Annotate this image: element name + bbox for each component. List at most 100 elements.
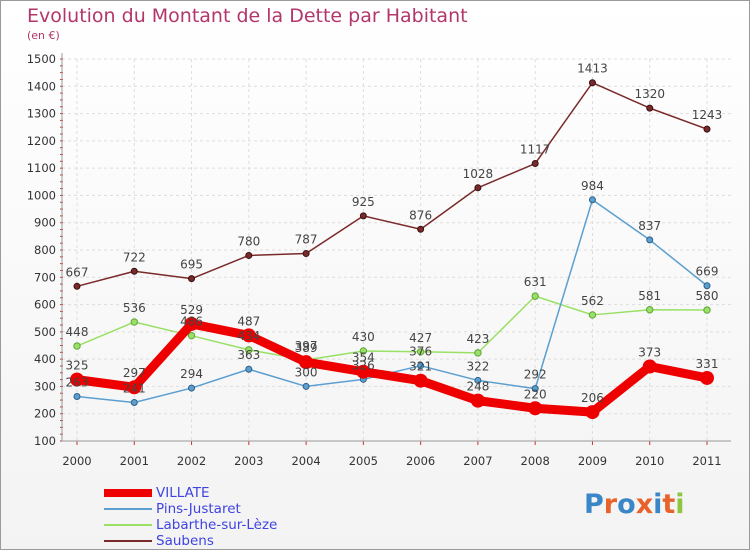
x-tick-label-2006: 2006	[406, 454, 435, 468]
chart-title: Evolution du Montant de la Dette par Hab…	[27, 5, 468, 27]
data-label-pins-justaret-2010: 837	[638, 219, 661, 233]
data-label-saubens-2000: 667	[66, 265, 89, 279]
point-labarthe-sur-l-ze-2011	[703, 306, 711, 314]
point-labarthe-sur-l-ze-2009	[588, 311, 597, 319]
logo-letter: r	[603, 489, 618, 520]
point-labarthe-sur-l-ze-2008	[531, 292, 539, 300]
y-tick-label-1200: 1200	[27, 134, 56, 148]
point-saubens-2004	[302, 250, 310, 258]
point-pins-justaret-2009	[588, 196, 596, 204]
point-villate-2001	[127, 380, 142, 395]
data-label-pins-justaret-2003: 363	[237, 348, 260, 362]
data-label-labarthe-sur-l-ze-2010: 581	[638, 289, 661, 303]
point-labarthe-sur-l-ze-2010	[646, 306, 654, 314]
data-label-pins-justaret-2005: 326	[352, 358, 375, 372]
legend-swatch-pins-justaret	[104, 508, 152, 510]
x-tick-label-2001: 2001	[120, 454, 149, 468]
y-tick-label-700: 700	[34, 270, 56, 284]
point-saubens-2009	[588, 79, 596, 87]
data-label-pins-justaret-2008: 292	[524, 368, 547, 382]
point-saubens-2005	[359, 212, 367, 220]
logo-letter: o	[617, 489, 636, 520]
x-tick-label-2004: 2004	[291, 454, 320, 468]
point-pins-justaret-2006	[417, 362, 425, 370]
point-villate-2004	[299, 355, 314, 370]
y-tick-label-1000: 1000	[27, 188, 56, 202]
point-labarthe-sur-l-ze-2005	[359, 347, 368, 355]
y-tick-label-300: 300	[34, 379, 56, 393]
data-label-villate-2003: 487	[237, 314, 260, 328]
logo-letter: i	[653, 489, 663, 520]
data-label-villate-2008: 220	[524, 387, 547, 401]
data-label-saubens-2009: 1413	[577, 62, 608, 76]
legend-label-pins-justaret: Pins-Justaret	[156, 501, 241, 517]
point-pins-justaret-2000	[73, 393, 81, 401]
x-tick-label-2010: 2010	[635, 454, 664, 468]
data-label-saubens-2003: 780	[237, 234, 260, 248]
y-tick-label-600: 600	[34, 298, 56, 312]
point-labarthe-sur-l-ze-2000	[73, 342, 81, 350]
x-tick-label-2000: 2000	[62, 454, 91, 468]
y-tick-label-400: 400	[34, 352, 56, 366]
x-tick-label-2009: 2009	[578, 454, 607, 468]
data-label-saubens-2002: 695	[180, 258, 203, 272]
y-tick-label-1100: 1100	[27, 161, 56, 175]
data-label-labarthe-sur-l-ze-2000: 448	[66, 325, 89, 339]
point-pins-justaret-2003	[245, 365, 253, 373]
data-label-labarthe-sur-l-ze-2007: 423	[466, 332, 489, 346]
x-tick-label-2008: 2008	[521, 454, 550, 468]
point-saubens-2006	[417, 225, 425, 233]
x-tick-label-2005: 2005	[349, 454, 378, 468]
point-pins-justaret-2011	[703, 282, 711, 290]
logo-letter: t	[662, 489, 676, 520]
point-labarthe-sur-l-ze-2003	[245, 346, 253, 354]
y-tick-label-800: 800	[34, 243, 56, 257]
data-label-labarthe-sur-l-ze-2001: 536	[123, 301, 146, 315]
point-villate-2008	[528, 401, 543, 416]
data-label-labarthe-sur-l-ze-2004: 397	[295, 339, 318, 353]
point-saubens-2010	[646, 104, 654, 112]
data-label-saubens-2005: 925	[352, 195, 375, 209]
x-tick-label-2007: 2007	[463, 454, 492, 468]
data-label-villate-2002: 529	[180, 303, 203, 317]
data-label-saubens-2011: 1243	[692, 108, 723, 122]
data-label-labarthe-sur-l-ze-2002: 486	[180, 315, 203, 329]
data-label-labarthe-sur-l-ze-2009: 562	[581, 294, 604, 308]
point-villate-2002	[184, 316, 199, 331]
point-saubens-2001	[130, 267, 138, 275]
point-labarthe-sur-l-ze-2006	[416, 348, 425, 356]
point-villate-2007	[470, 393, 485, 408]
data-label-villate-2001: 297	[123, 366, 146, 380]
point-villate-2005	[356, 364, 371, 379]
data-label-pins-justaret-2009: 984	[581, 179, 604, 193]
point-labarthe-sur-l-ze-2002	[187, 331, 196, 340]
data-label-saubens-2010: 1320	[634, 87, 665, 101]
point-villate-2006	[413, 373, 428, 388]
proxiti-logo: Proxiti	[584, 489, 685, 520]
y-tick-label-200: 200	[34, 407, 56, 421]
point-villate-2010	[642, 359, 657, 374]
data-label-saubens-2007: 1028	[463, 167, 494, 181]
y-tick-label-1500: 1500	[27, 52, 56, 66]
data-label-pins-justaret-2002: 294	[180, 367, 203, 381]
data-label-labarthe-sur-l-ze-2011: 580	[696, 289, 719, 303]
point-labarthe-sur-l-ze-2007	[474, 349, 482, 357]
logo-letter: i	[675, 489, 685, 520]
point-villate-2000	[70, 372, 84, 387]
data-label-labarthe-sur-l-ze-2005: 430	[352, 330, 375, 344]
point-pins-justaret-2008	[531, 385, 539, 393]
point-pins-justaret-2007	[474, 376, 482, 384]
data-label-villate-2009: 206	[581, 391, 604, 405]
data-label-villate-2005: 354	[352, 351, 375, 365]
point-pins-justaret-2002	[188, 384, 196, 392]
data-label-labarthe-sur-l-ze-2006: 427	[409, 331, 432, 345]
legend-label-saubens: Saubens	[156, 533, 214, 549]
data-label-saubens-2004: 787	[295, 233, 318, 247]
y-tick-label-500: 500	[34, 325, 56, 339]
data-label-labarthe-sur-l-ze-2008: 631	[524, 275, 547, 289]
point-villate-2011	[700, 370, 714, 385]
data-label-villate-2011: 331	[696, 357, 719, 371]
point-villate-2009	[585, 405, 600, 420]
point-saubens-2000	[73, 282, 81, 290]
